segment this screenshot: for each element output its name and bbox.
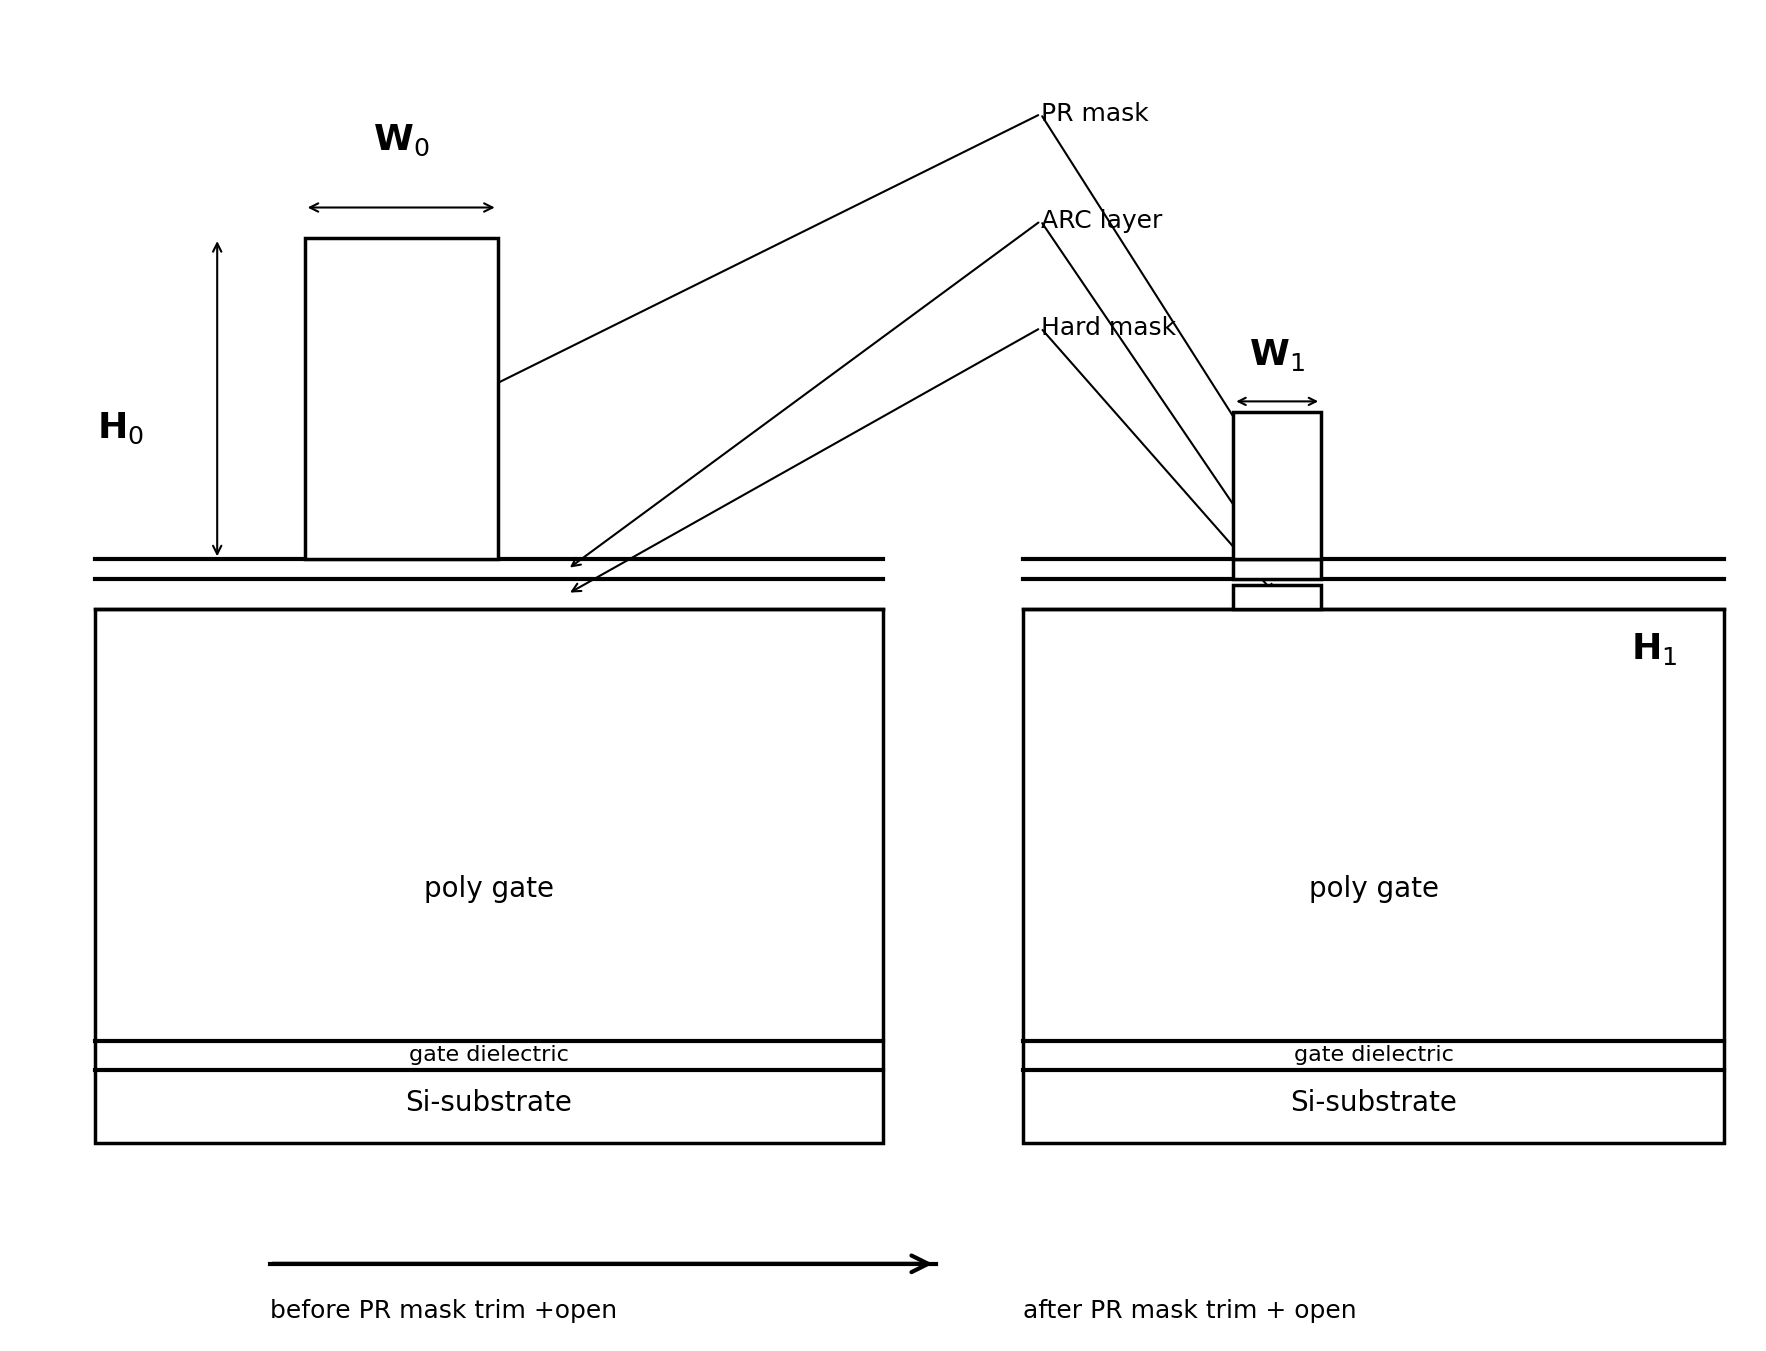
Text: H$_1$: H$_1$ [1630,631,1678,667]
Text: poly gate: poly gate [1309,875,1439,904]
Text: W$_0$: W$_0$ [373,123,429,158]
Bar [1233,559,1321,580]
Text: Hard mask: Hard mask [1040,316,1176,340]
Bar [1233,412,1321,559]
Text: before PR mask trim +open: before PR mask trim +open [270,1298,616,1323]
Text: Si-substrate: Si-substrate [406,1089,572,1117]
Text: poly gate: poly gate [424,875,555,904]
Bar [306,238,498,559]
Bar [95,609,883,1143]
Text: Si-substrate: Si-substrate [1291,1089,1457,1117]
Text: W$_1$: W$_1$ [1249,336,1305,373]
Bar [1023,609,1724,1143]
Text: after PR mask trim + open: after PR mask trim + open [1023,1298,1356,1323]
Text: PR mask: PR mask [1040,101,1148,126]
Bar [1233,585,1321,609]
Text: H$_0$: H$_0$ [97,411,145,446]
Text: gate dielectric: gate dielectric [1294,1046,1453,1065]
Text: gate dielectric: gate dielectric [410,1046,569,1065]
Text: ARC layer: ARC layer [1040,209,1162,232]
